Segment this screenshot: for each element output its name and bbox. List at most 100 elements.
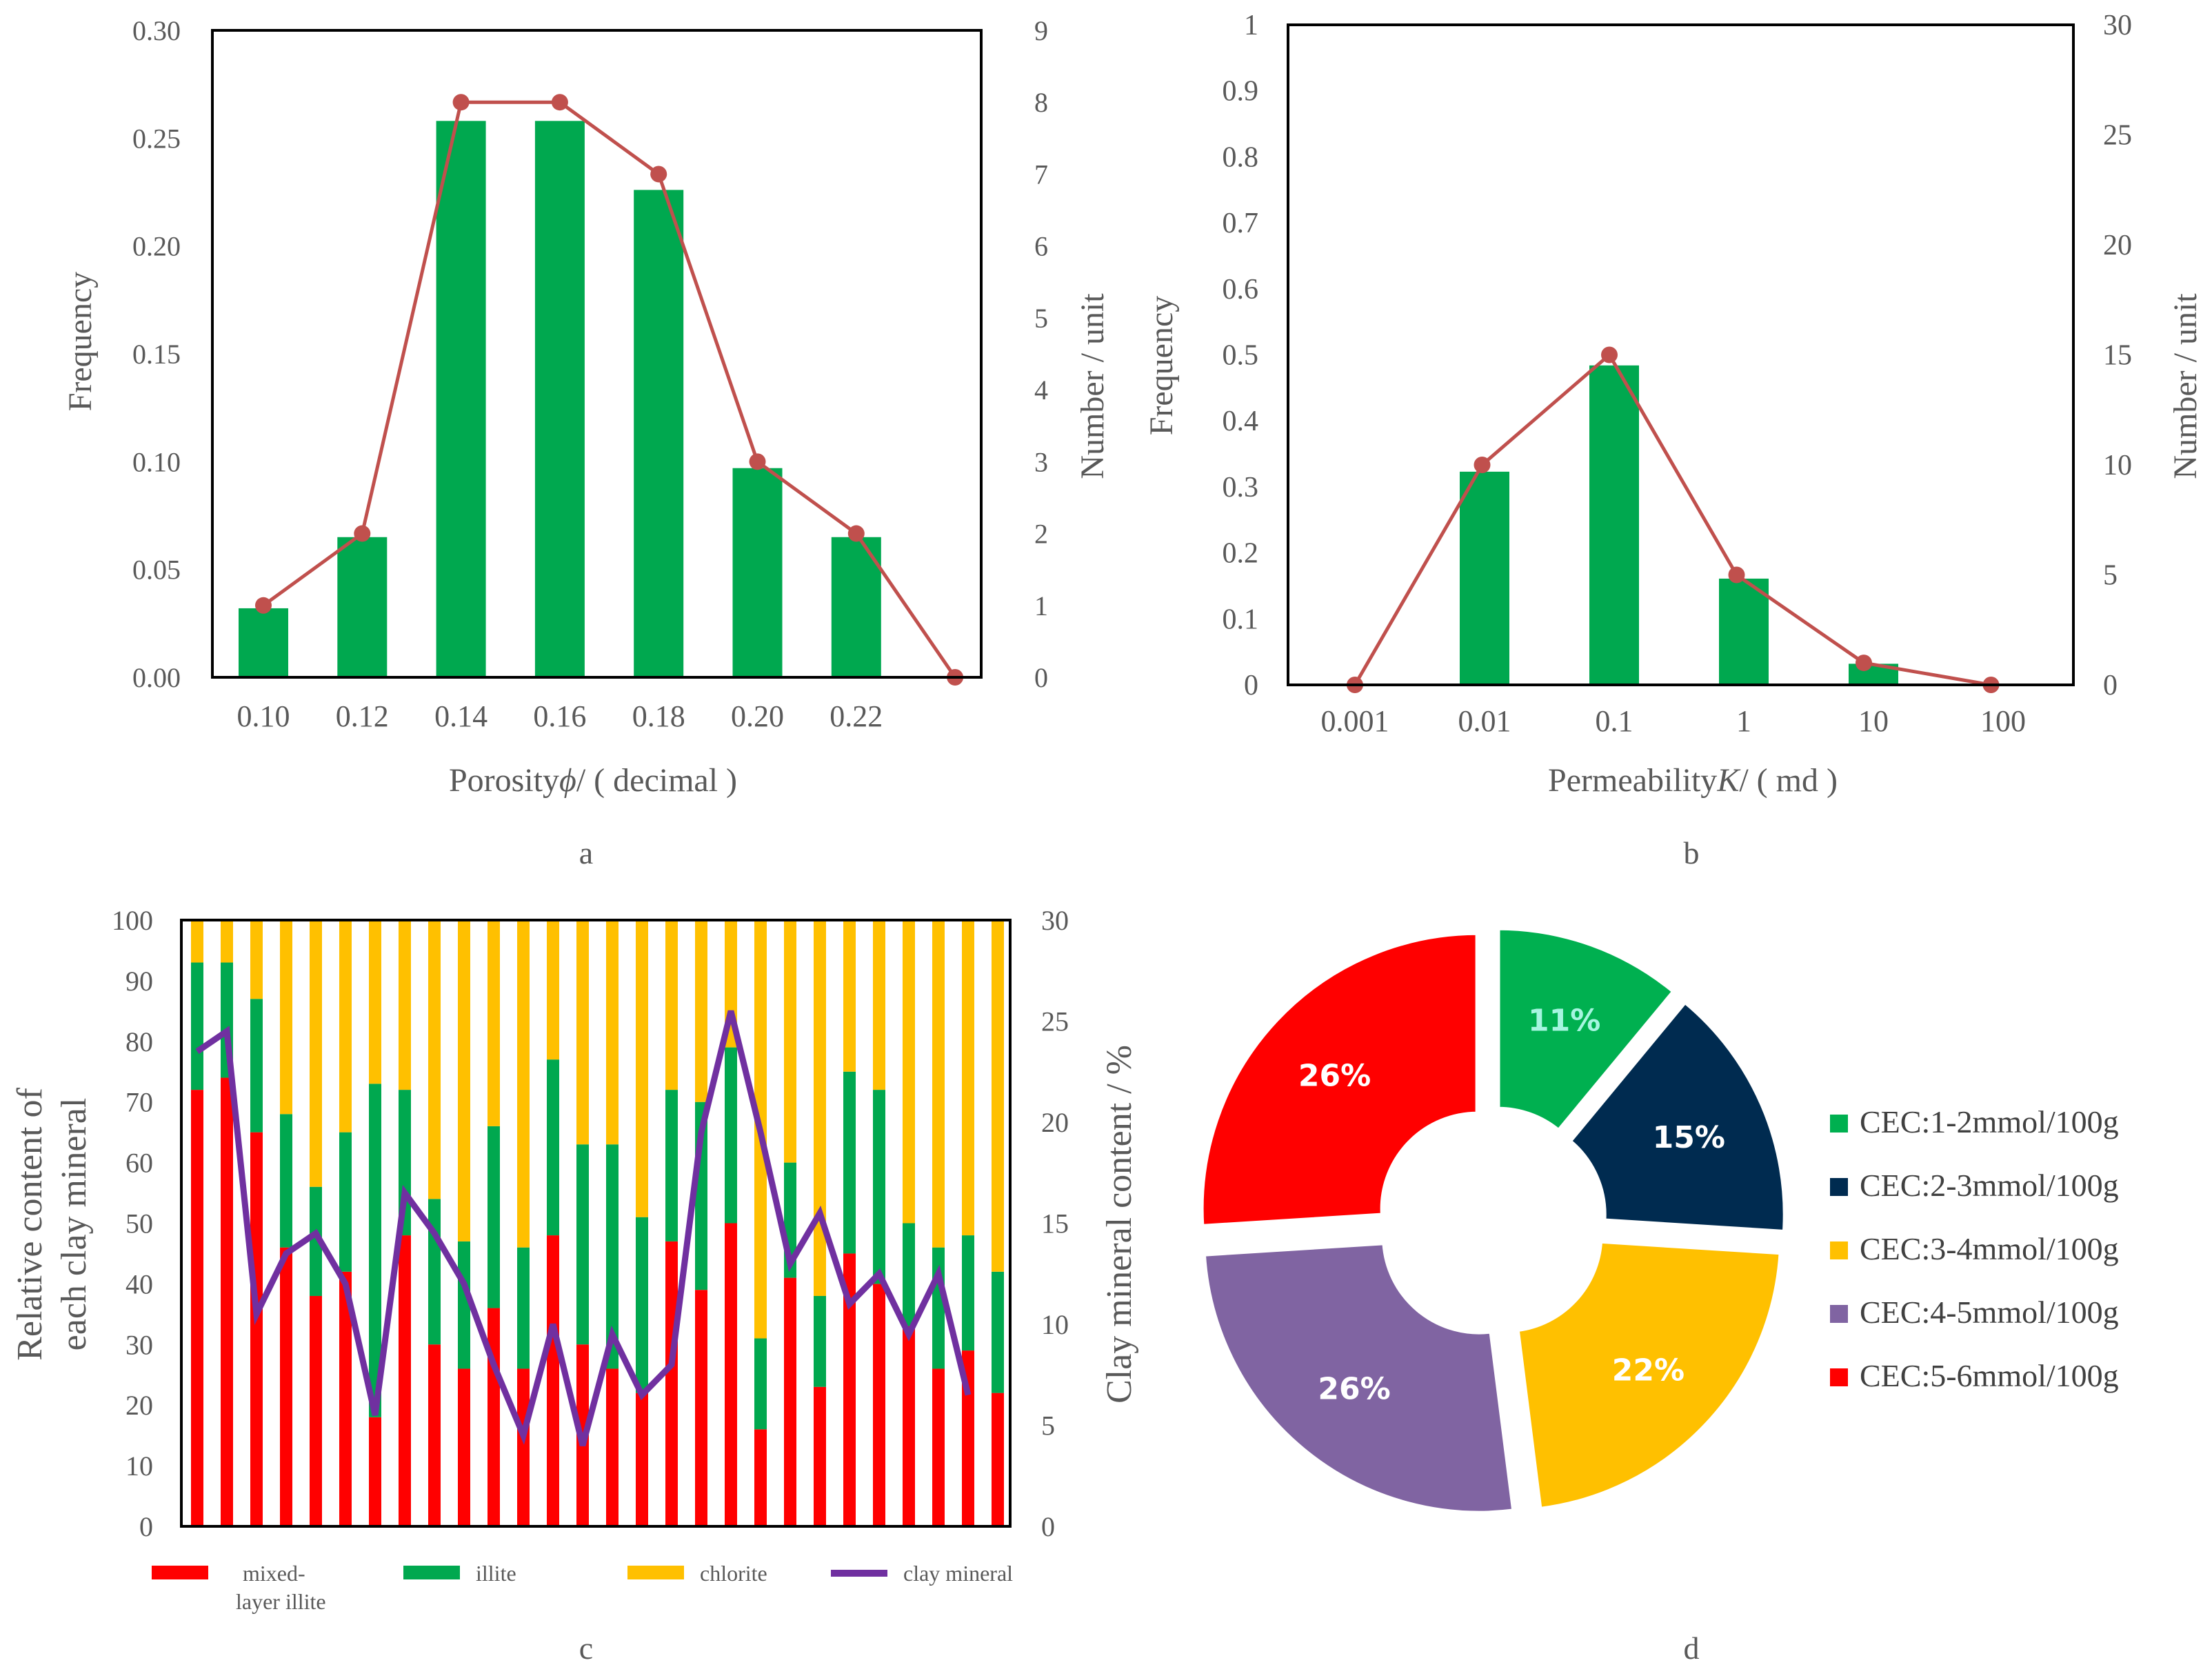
y-tick-b-8: 0.8 <box>1223 141 1259 173</box>
y2-tick-b-3: 15 <box>2103 340 2132 372</box>
y-tick-b-6: 0.6 <box>1223 274 1259 306</box>
count-point-b-1 <box>1474 457 1491 473</box>
y-tick-b-2: 0.2 <box>1223 538 1259 570</box>
bar-c-illite-26 <box>962 1235 974 1351</box>
bar-a-0.12 <box>337 537 388 677</box>
y-tick-b-0: 0 <box>1244 670 1258 701</box>
bar-c-chlorite-13 <box>576 920 589 1145</box>
bar-c-mixed-layer-illite-3 <box>280 1247 292 1526</box>
bar-c-chlorite-7 <box>399 920 411 1090</box>
bar-c-mixed-layer-illite-27 <box>992 1393 1004 1526</box>
y2-tick-a-8: 8 <box>1034 87 1048 118</box>
y-axis-label-c-line2: each clay mineral <box>54 1098 94 1351</box>
y-tick-a-0: 0.00 <box>132 662 181 693</box>
x-axis-label-b-suffix: / ( md ) <box>1739 762 1838 799</box>
bar-c-chlorite-3 <box>280 920 292 1115</box>
bar-b-1 <box>1719 578 1769 685</box>
pie-slice-11pct-0 <box>1496 926 1677 1134</box>
x-axis-label-b-symbol: K <box>1716 762 1741 799</box>
count-point-a-2 <box>452 94 470 111</box>
legend-swatch-d-0 <box>1830 1115 1848 1133</box>
y-axis-label-c-line1-group: Relative content of <box>10 1088 50 1361</box>
bar-c-illite-21 <box>814 1295 826 1387</box>
count-point-a-3 <box>551 94 568 111</box>
bar-c-chlorite-21 <box>814 920 826 1296</box>
legend-swatch-d-3 <box>1830 1305 1848 1323</box>
panel-b: 00.10.20.30.40.50.60.70.80.9105101520253… <box>1143 10 2204 870</box>
legend-label-c-3: clay mineral <box>903 1561 1013 1586</box>
pie-label-0: 11% <box>1528 1003 1600 1038</box>
legend-swatch-d-2 <box>1830 1241 1848 1259</box>
y-tick-b-7: 0.7 <box>1223 208 1259 239</box>
count-point-a-6 <box>847 525 865 542</box>
x-axis-label-a-prefix: Porosity <box>449 762 559 799</box>
bar-c-mixed-layer-illite-9 <box>458 1368 470 1526</box>
bar-c-illite-14 <box>606 1144 619 1369</box>
bar-c-chlorite-0 <box>191 920 203 963</box>
plot-frame-c <box>180 919 1012 1528</box>
y2-axis-label-b: Number / unit <box>2167 293 2204 479</box>
y-axis-label-b: Frequency <box>1143 296 1180 436</box>
bar-c-illite-9 <box>458 1241 470 1369</box>
bar-c-illite-8 <box>428 1199 441 1345</box>
bar-c-illite-11 <box>517 1247 530 1369</box>
legend-label-c-1: illite <box>476 1561 516 1586</box>
y2-tick-b-5: 25 <box>2103 120 2132 152</box>
plot-frame-a <box>211 29 983 679</box>
bar-c-illite-19 <box>754 1338 767 1430</box>
bar-a-0.14 <box>436 121 486 677</box>
y-tick-c-0: 0 <box>139 1511 153 1542</box>
bar-c-mixed-layer-illite-16 <box>665 1241 678 1526</box>
bar-c-illite-3 <box>280 1114 292 1248</box>
y-tick-a-6: 0.30 <box>132 15 181 46</box>
panel-d: 11% 15% 22% 26% 26% CEC:1-2mmol/100g CEC:2-3mm… <box>1199 926 2119 1666</box>
x-axis-label-a-suffix: / ( decimal ) <box>576 762 737 799</box>
y2-tick-b-4: 20 <box>2103 230 2132 261</box>
y-tick-c-8: 80 <box>125 1026 153 1057</box>
x-axis-label-a-symbol: ϕ <box>559 762 576 799</box>
y-tick-c-5: 50 <box>125 1208 153 1239</box>
x-tick-a-3: 0.16 <box>533 699 586 733</box>
y2-tick-c-0: 0 <box>1041 1511 1055 1542</box>
bar-c-chlorite-8 <box>428 920 441 1199</box>
bar-c-illite-15 <box>636 1217 648 1393</box>
bar-c-mixed-layer-illite-14 <box>606 1368 619 1526</box>
y2-tick-b-2: 10 <box>2103 450 2132 481</box>
bar-c-chlorite-12 <box>547 920 559 1060</box>
bar-c-mixed-layer-illite-2 <box>250 1132 263 1526</box>
bar-c-illite-16 <box>665 1090 678 1241</box>
bar-a-0.18 <box>634 190 684 678</box>
y2-tick-a-3: 3 <box>1034 446 1048 477</box>
count-point-b-2 <box>1601 346 1618 363</box>
y-axis-label-a: Frequency <box>62 272 99 412</box>
bar-c-mixed-layer-illite-21 <box>814 1386 826 1526</box>
y-tick-c-9: 90 <box>125 966 153 997</box>
bar-c-mixed-layer-illite-12 <box>547 1235 559 1526</box>
count-point-a-5 <box>749 453 766 470</box>
bar-c-mixed-layer-illite-23 <box>873 1284 885 1526</box>
bar-c-chlorite-25 <box>932 920 945 1248</box>
bar-c-illite-4 <box>310 1186 322 1296</box>
bar-c-chlorite-1 <box>221 920 233 963</box>
x-axis-label-a: Porosityϕ/ ( decimal ) <box>449 762 737 799</box>
bar-c-chlorite-15 <box>636 920 648 1217</box>
legend-label-d-4: CEC:5-6mmol/100g <box>1860 1358 2119 1393</box>
legend-label-d-2: CEC:3-4mmol/100g <box>1860 1231 2119 1266</box>
pie-slice-22pct-2 <box>1515 1239 1783 1512</box>
legend-swatch-d-1 <box>1830 1178 1848 1196</box>
x-tick-b-3: 1 <box>1736 704 1751 738</box>
legend-label-d-1: CEC:2-3mmol/100g <box>1860 1168 2119 1203</box>
bar-c-chlorite-14 <box>606 920 619 1145</box>
y-axis-label-c-line2-group: each clay mineral <box>54 1098 94 1351</box>
y-tick-a-3: 0.15 <box>132 339 181 370</box>
pie-slice-26pct-4 <box>1199 930 1480 1229</box>
bar-c-mixed-layer-illite-17 <box>695 1290 707 1526</box>
y2-tick-a-5: 5 <box>1034 303 1048 334</box>
bar-c-mixed-layer-illite-18 <box>725 1223 737 1526</box>
y-axis-label-c-line1: Relative content of <box>10 1088 50 1361</box>
bar-a-0.10 <box>239 608 288 677</box>
legend-swatch-c-3 <box>831 1570 887 1577</box>
bar-a-0.16 <box>534 121 585 677</box>
y-tick-b-10: 1 <box>1244 10 1258 41</box>
x-tick-a-0: 0.10 <box>237 699 290 733</box>
